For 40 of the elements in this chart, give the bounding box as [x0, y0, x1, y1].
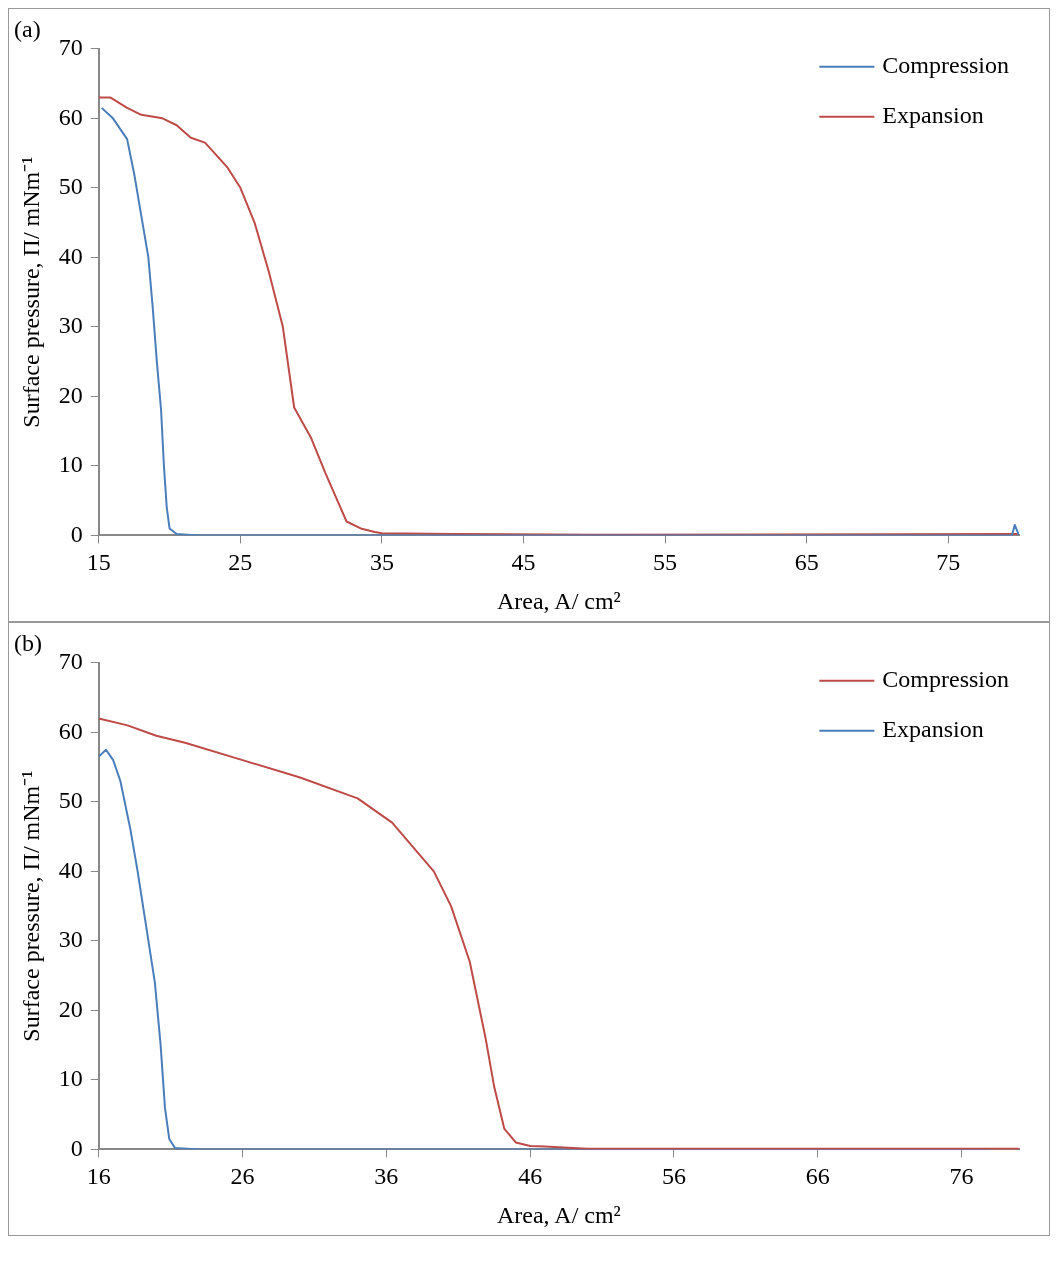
x-tick-label: 65	[794, 549, 819, 576]
legend-label: Expansion	[882, 716, 984, 743]
y-tick-label: 60	[58, 717, 83, 744]
y-tick-label: 10	[58, 1065, 83, 1092]
legend-label: Expansion	[882, 102, 984, 129]
x-tick-label: 75	[936, 549, 961, 576]
y-tick-label: 10	[58, 451, 83, 478]
x-tick-label: 26	[230, 1163, 255, 1190]
y-tick-label: 40	[58, 242, 83, 269]
y-axis-title: Surface pressure, Π/ mNm⁻¹	[17, 770, 44, 1042]
y-tick-label: 70	[58, 648, 83, 675]
y-tick-label: 30	[58, 926, 83, 953]
x-axis-title: Area, A/ cm²	[496, 1201, 621, 1228]
x-tick-label: 16	[86, 1163, 111, 1190]
x-tick-label: 66	[805, 1163, 830, 1190]
y-tick-label: 50	[58, 787, 83, 814]
x-tick-label: 35	[369, 549, 394, 576]
x-tick-label: 45	[511, 549, 536, 576]
y-tick-label: 60	[58, 103, 83, 130]
y-tick-label: 0	[70, 520, 83, 547]
chart-title: (b)	[14, 629, 42, 656]
x-tick-label: 76	[949, 1163, 974, 1190]
x-tick-label: 36	[374, 1163, 399, 1190]
y-tick-label: 20	[58, 995, 83, 1022]
chart-title: (a)	[14, 15, 41, 42]
x-tick-label: 56	[661, 1163, 686, 1190]
x-tick-label: 15	[86, 549, 111, 576]
y-tick-label: 40	[58, 856, 83, 883]
x-tick-label: 25	[228, 549, 253, 576]
y-tick-label: 30	[58, 312, 83, 339]
y-tick-label: 70	[58, 34, 83, 61]
x-axis-title: Area, A/ cm²	[496, 587, 621, 614]
legend-label: Compression	[882, 52, 1009, 79]
y-axis-title: Surface pressure, Π/ mNm⁻¹	[17, 156, 44, 428]
y-tick-label: 0	[70, 1134, 83, 1161]
y-tick-label: 20	[58, 381, 83, 408]
x-tick-label: 55	[653, 549, 678, 576]
legend-label: Compression	[882, 666, 1009, 693]
y-tick-label: 50	[58, 173, 83, 200]
x-tick-label: 46	[518, 1163, 543, 1190]
